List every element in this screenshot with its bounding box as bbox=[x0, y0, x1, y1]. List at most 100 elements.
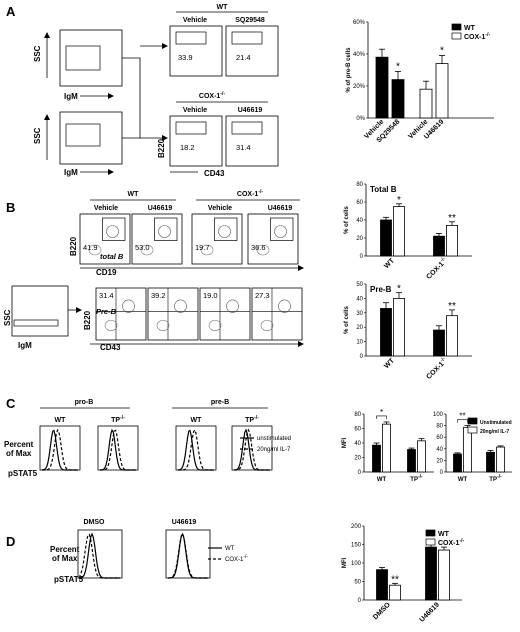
b-u46619-label: U46619 bbox=[268, 205, 293, 212]
histogram-solid bbox=[233, 428, 270, 471]
a-wt-header: WT bbox=[217, 4, 229, 11]
a-b220-label: B220 bbox=[157, 138, 166, 158]
a-vehicle-label-1: Vehicle bbox=[183, 17, 207, 24]
arrow-head bbox=[108, 93, 114, 99]
histogram-solid bbox=[79, 532, 120, 579]
density-contour bbox=[158, 225, 171, 238]
y-tick-label: 60 bbox=[356, 200, 363, 206]
d-xlabel: pSTAT5 bbox=[54, 575, 84, 584]
bar bbox=[393, 297, 405, 357]
y-tick-label: 80 bbox=[354, 412, 361, 418]
y-tick-label: 20 bbox=[356, 236, 363, 242]
d-histograms bbox=[77, 529, 211, 579]
bar bbox=[372, 444, 381, 473]
b-b220-label-2: B220 bbox=[83, 310, 92, 330]
y-axis-label: MFI bbox=[342, 558, 348, 569]
facs-value: 36.6 bbox=[251, 243, 266, 252]
b-vehicle-label: Vehicle bbox=[94, 205, 118, 212]
x-tick-label: WT bbox=[383, 257, 396, 270]
ssc-label-1: SSC bbox=[33, 45, 42, 62]
x-tick-label: U46619 bbox=[419, 601, 441, 623]
facs-value: 21.4 bbox=[236, 53, 251, 62]
total-b-label: total B bbox=[100, 252, 124, 261]
significance-mark: * bbox=[397, 284, 401, 295]
facs-plot bbox=[225, 115, 279, 167]
x-tick-label: TP-/- bbox=[489, 474, 502, 483]
superscript: -/- bbox=[439, 356, 447, 364]
b-ssc-label: SSC bbox=[3, 309, 12, 326]
a-u46619-label: U46619 bbox=[238, 107, 263, 114]
bar bbox=[433, 329, 445, 357]
facs-value: 19.7 bbox=[195, 243, 210, 252]
facs-plot bbox=[169, 25, 223, 77]
b-b220-label: B220 bbox=[69, 236, 78, 256]
panel-label-a: A bbox=[6, 4, 16, 19]
y-tick-label: 40 bbox=[436, 447, 443, 453]
y-tick-label: 0 bbox=[358, 470, 362, 476]
facs-value: 41.9 bbox=[83, 243, 98, 252]
gating-plot-1 bbox=[59, 29, 123, 87]
facs-gate bbox=[231, 31, 263, 45]
facs-plot bbox=[147, 287, 199, 341]
y-axis-label: % of cells bbox=[344, 306, 350, 334]
bar bbox=[463, 426, 472, 473]
arrow-head bbox=[76, 307, 82, 313]
y-tick-label: 80 bbox=[436, 424, 443, 430]
bar bbox=[380, 219, 392, 257]
y-tick-label: 150 bbox=[351, 543, 362, 549]
facs-gate bbox=[231, 121, 263, 135]
chart-a-bar: 0%20%40%60%% of pre-B cellsVehicle*SQ295… bbox=[346, 20, 494, 144]
significance-mark: * bbox=[396, 62, 400, 73]
bar bbox=[376, 569, 388, 601]
y-tick-label: 40 bbox=[356, 296, 363, 302]
legend-swatch bbox=[467, 417, 478, 425]
x-tick-label: COX-1-/- bbox=[424, 356, 449, 381]
bar bbox=[375, 56, 389, 119]
density-contour bbox=[256, 244, 270, 256]
y-tick-label: 30 bbox=[356, 311, 363, 317]
histogram-dashed bbox=[167, 532, 208, 579]
facs-plot bbox=[251, 287, 303, 341]
gating-gate-1 bbox=[65, 45, 101, 71]
d-u46619-label: U46619 bbox=[172, 519, 197, 526]
bar bbox=[382, 423, 391, 473]
b-cd19-label: CD19 bbox=[96, 268, 117, 277]
legend-swatch bbox=[451, 32, 462, 40]
histogram-dashed bbox=[178, 428, 214, 471]
bar-charts: 0%20%40%60%% of pre-B cellsVehicle*SQ295… bbox=[342, 20, 512, 624]
c-ylabel-2: of Max bbox=[6, 449, 32, 458]
x-tick-label: WT bbox=[377, 477, 387, 483]
y-tick-label: 40 bbox=[356, 218, 363, 224]
histogram-dashed bbox=[42, 428, 78, 471]
facs-plot bbox=[79, 213, 131, 265]
histogram-solid bbox=[177, 429, 214, 471]
significance-bracket bbox=[376, 415, 387, 419]
facs-value: 31.4 bbox=[236, 143, 251, 152]
c-ylabel-1: Percent bbox=[4, 440, 34, 449]
y-tick-label: 40 bbox=[354, 441, 361, 447]
bar bbox=[425, 546, 437, 601]
histogram-dashed bbox=[234, 428, 270, 471]
bar bbox=[496, 446, 505, 473]
legend-label: Unstimulated bbox=[480, 420, 512, 426]
gating-plot-2 bbox=[59, 111, 123, 165]
facs-value: 39.2 bbox=[151, 291, 166, 300]
igm-label-2: IgM bbox=[64, 168, 78, 177]
facs-gate bbox=[214, 217, 238, 241]
y-tick-label: 100 bbox=[351, 561, 362, 567]
facs-gate bbox=[102, 217, 126, 241]
y-tick-label: 200 bbox=[351, 524, 362, 530]
a-sq-label: SQ29548 bbox=[235, 17, 265, 24]
histogram-dashed bbox=[100, 429, 136, 471]
significance-mark: ** bbox=[448, 213, 456, 224]
panel-label-d: D bbox=[6, 534, 15, 549]
gating-gate-b bbox=[13, 319, 59, 327]
d-legend-wt: WT bbox=[225, 546, 235, 552]
y-axis-label: % of cells bbox=[344, 206, 350, 234]
histogram-plot bbox=[39, 425, 81, 471]
y-tick-label: 0 bbox=[360, 354, 364, 360]
b-vehicle-label: Vehicle bbox=[208, 205, 232, 212]
facs-plot bbox=[131, 213, 183, 265]
